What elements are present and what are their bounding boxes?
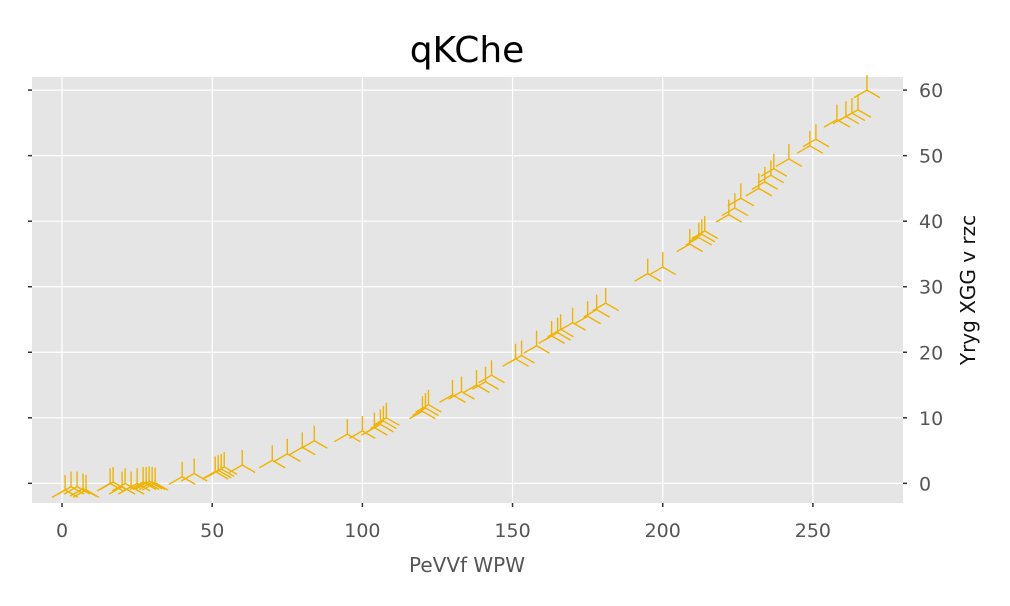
data-point [544,317,571,341]
y-axis: 0 10 20 30 40 50 60 [28,80,943,495]
data-point [373,402,400,426]
data-point [559,307,586,331]
data-point [760,153,788,177]
data-point [273,438,301,462]
y-tick-label: 10 [919,408,943,430]
data-point [63,471,91,495]
y-tick-label: 40 [919,211,943,233]
data-point [757,160,785,184]
y-tick-label: 0 [919,473,931,495]
data-point [132,467,160,491]
data-point [844,94,872,118]
data-point [688,219,716,243]
y-tick-label: 60 [919,80,943,102]
data-point [691,216,719,240]
data-point [300,425,328,449]
data-point [288,432,316,456]
data-point [412,392,439,417]
data-point [508,340,535,364]
data-point [634,258,662,282]
data-point [415,389,442,413]
x-tick-label: 200 [645,520,681,542]
data-point [72,474,100,498]
data-point [448,376,475,400]
chart-title: qKChe [410,30,525,71]
data-point [334,419,361,443]
x-tick-label: 0 [56,520,68,542]
x-axis: 0 50 100 150 200 250 [56,503,831,542]
data-point [141,467,169,491]
data-point [108,471,136,495]
data-point [478,360,505,384]
x-axis-label: PeVVf WPW [409,553,525,577]
data-point [583,294,610,318]
data-point [592,288,619,312]
data-point [523,330,550,354]
data-point [180,458,208,482]
x-tick-label: 100 [344,520,380,542]
data-point [210,451,238,476]
data-point [853,75,881,99]
x-tick-label: 150 [494,520,530,542]
data-point [228,449,256,474]
data-point [370,406,397,430]
y-tick-label: 20 [919,342,943,364]
data-point [547,314,574,338]
data-points [51,75,881,498]
data-point [721,193,749,217]
data-point [349,415,376,440]
data-point [258,445,286,469]
x-tick-label: 50 [200,520,224,542]
data-point [168,461,196,485]
y-tick-label: 50 [919,146,943,168]
data-point [649,252,677,276]
y-tick-label: 30 [919,277,943,299]
data-point [775,143,803,168]
y-axis-label: Yryg XGG v rzc [956,215,980,366]
data-point [574,301,601,325]
data-point [727,183,755,207]
data-point [802,124,830,148]
plot-area [32,77,903,503]
x-tick-label: 250 [795,520,831,542]
